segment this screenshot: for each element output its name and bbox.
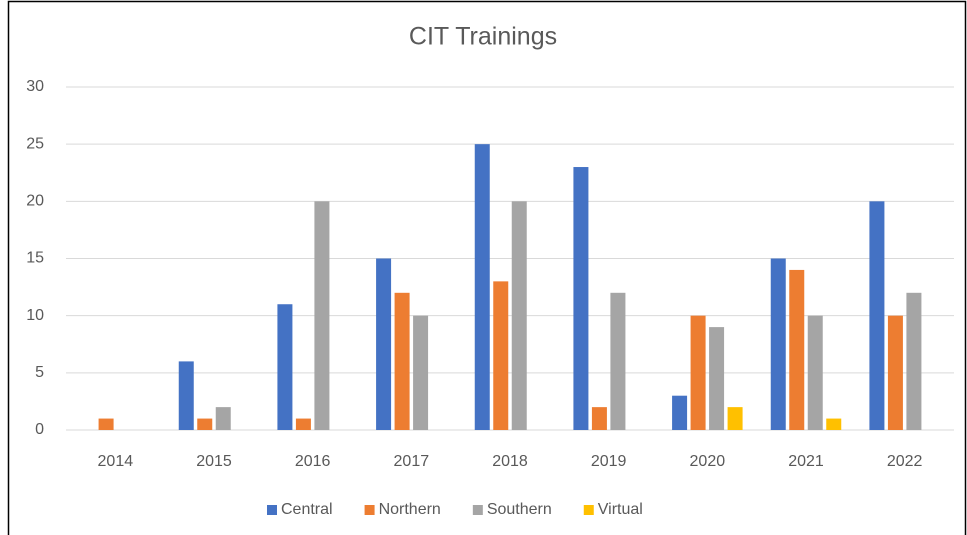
x-tick-label: 2017 [394, 453, 430, 470]
bar [770, 258, 786, 430]
legend-swatch [583, 505, 594, 515]
bar [906, 292, 922, 430]
bar [314, 201, 330, 430]
legend-swatch [267, 505, 277, 515]
x-tick-label: 2021 [788, 453, 824, 470]
x-tick-label: 2015 [196, 453, 232, 470]
bar [215, 407, 231, 430]
frame [7, 0, 967, 535]
x-tick-label: 2020 [690, 453, 726, 470]
x-tick-label: 2014 [98, 453, 134, 470]
y-tick-label: 5 [35, 364, 44, 381]
bar [98, 418, 114, 430]
legend-swatch [364, 505, 375, 515]
x-tick-label: 2016 [295, 453, 331, 470]
bar [727, 407, 743, 430]
legend-label: Central [281, 501, 333, 518]
bar [197, 418, 213, 430]
bar [394, 292, 410, 430]
bar [376, 258, 392, 430]
bar [474, 144, 490, 430]
bar [178, 361, 194, 430]
legend-label: Northern [379, 501, 441, 518]
bar [277, 304, 293, 430]
bar [709, 327, 725, 430]
y-tick-label: 15 [26, 250, 44, 267]
bar [690, 315, 706, 430]
y-tick-label: 10 [26, 307, 44, 324]
x-tick-label: 2022 [887, 453, 923, 470]
y-tick-label: 30 [26, 78, 44, 95]
bar [573, 167, 589, 431]
y-tick-label: 20 [26, 193, 44, 210]
x-tick-label: 2018 [492, 453, 528, 470]
bar [789, 269, 805, 430]
legend-label: Virtual [598, 501, 643, 518]
chart-title: CIT Trainings [409, 23, 557, 51]
x-tick-label: 2019 [591, 453, 627, 470]
bar [869, 201, 885, 430]
bar [826, 418, 842, 430]
bar [493, 281, 509, 430]
bar [591, 407, 607, 430]
bar [511, 201, 527, 430]
bar [610, 292, 626, 430]
y-tick-label: 0 [35, 421, 44, 438]
legend-swatch [472, 505, 483, 515]
y-tick-label: 25 [26, 135, 44, 152]
bar [672, 395, 688, 430]
bar [295, 418, 311, 430]
bar [413, 315, 429, 430]
bar [807, 315, 823, 430]
legend-label: Southern [487, 501, 552, 518]
bar [887, 315, 903, 430]
